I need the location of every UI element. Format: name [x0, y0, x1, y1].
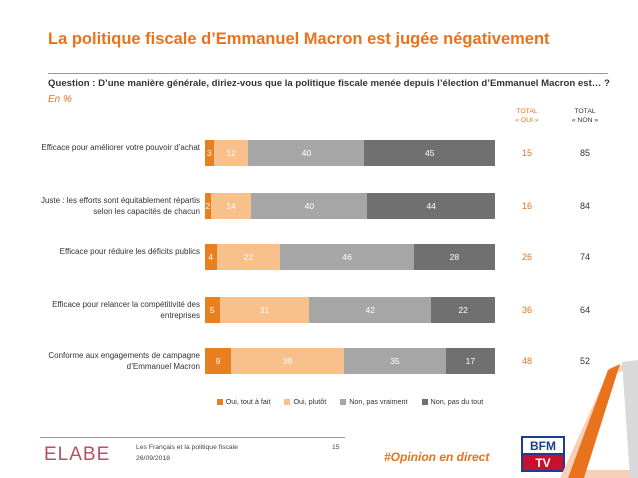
legend-swatch — [216, 398, 223, 405]
total-oui-value: 36 — [521, 305, 532, 315]
bar-segment: 35 — [344, 348, 446, 374]
stacked-bar: 3 12 40 45 — [205, 140, 495, 166]
legend-item: Oui, plutôt — [284, 397, 326, 406]
category-label: Efficace pour relancer la compétitivité … — [52, 300, 200, 320]
bar-segment: 31 — [219, 297, 310, 323]
total-oui-value: 16 — [521, 201, 532, 211]
total-oui-value: 26 — [521, 252, 532, 262]
bar-segment: 5 — [205, 297, 220, 323]
total-non-header-line1: TOTAL — [574, 108, 596, 115]
bar-segment: 46 — [280, 244, 414, 270]
legend-label: Oui, plutôt — [293, 397, 327, 406]
page-number: 15 — [332, 444, 340, 451]
bar-segment: 2 — [205, 193, 211, 219]
total-oui-header-line2: « OUI » — [515, 117, 539, 124]
bar-segment: 12 — [213, 140, 249, 166]
total-non-value: 85 — [579, 148, 590, 158]
legend-label: Non, pas du tout — [430, 397, 484, 406]
total-non-value: 74 — [579, 252, 590, 262]
legend-item: Non, pas vraiment — [340, 397, 408, 406]
bfm-logo-text: BFM — [530, 439, 556, 453]
bar-segment: 44 — [367, 193, 495, 219]
legend-item: Oui, tout à fait — [216, 397, 271, 406]
legend-label: Oui, tout à fait — [225, 397, 271, 406]
total-non-header-line2: « NON » — [571, 117, 599, 124]
bar-segment: 45 — [364, 140, 495, 166]
bar-segment: 17 — [445, 348, 495, 374]
total-non-value: 84 — [579, 201, 590, 211]
title-divider — [48, 73, 608, 74]
bar-segment: 4 — [205, 244, 217, 270]
total-oui-header: TOTAL « OUI » — [502, 107, 552, 125]
bar-segment: 40 — [248, 140, 365, 166]
study-date: 26/09/2018 — [136, 455, 171, 462]
bar-segment: 40 — [251, 193, 368, 219]
legend-swatch — [340, 398, 347, 405]
total-oui-header-line1: TOTAL — [516, 108, 538, 115]
footer-divider — [40, 437, 345, 438]
total-non-value: 64 — [579, 305, 590, 315]
legend-item: Non, pas du tout — [421, 397, 484, 406]
total-oui-value: 48 — [521, 356, 532, 366]
stacked-bar: 5 31 42 22 — [205, 297, 495, 323]
stacked-bar: 2 14 40 44 — [205, 193, 495, 219]
bar-segment: 22 — [216, 244, 281, 270]
opinion-hashtag: #Opinion en direct — [384, 450, 490, 464]
category-label: Conforme aux engagements de campagne d’E… — [48, 351, 200, 371]
stacked-bar: 4 22 46 28 — [205, 244, 495, 270]
stacked-bar: 9 39 35 17 — [205, 348, 495, 374]
tv-logo-text: TV — [535, 456, 550, 470]
chart-legend: Oui, tout à fait Oui, plutôt Non, pas vrai… — [205, 397, 495, 406]
question-text: Question : D’une manière générale, dirie… — [48, 78, 610, 89]
category-label: Juste : les efforts sont équitablement r… — [40, 196, 200, 216]
bar-segment: 14 — [210, 193, 252, 219]
study-title: Les Français et la politique fiscale — [136, 444, 239, 451]
elabe-logo: ELABE — [44, 444, 111, 465]
category-label: Efficace pour réduire les déficits publi… — [59, 247, 200, 256]
category-label: Efficace pour améliorer votre pouvoir d’… — [41, 143, 200, 152]
legend-label: Non, pas vraiment — [349, 397, 408, 406]
bfmtv-logo: BFM TV — [521, 436, 565, 472]
bar-segment: 22 — [431, 297, 495, 323]
total-non-value: 52 — [579, 356, 590, 366]
unit-label: En % — [48, 94, 72, 105]
bar-segment: 28 — [413, 244, 495, 270]
bar-segment: 3 — [205, 140, 214, 166]
bar-segment: 42 — [309, 297, 432, 323]
legend-swatch — [421, 398, 428, 405]
decorative-triangle-logo — [560, 360, 638, 478]
total-oui-value: 15 — [521, 148, 532, 158]
page-title: La politique fiscale d’Emmanuel Macron e… — [48, 30, 550, 48]
legend-swatch — [284, 398, 291, 405]
bar-segment: 39 — [231, 348, 345, 374]
total-non-header: TOTAL « NON » — [560, 107, 610, 125]
bar-segment: 9 — [205, 348, 232, 374]
